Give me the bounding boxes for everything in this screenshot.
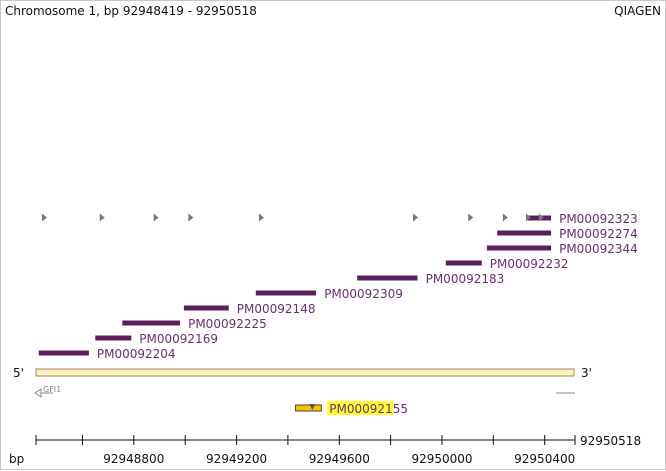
- five-prime-label: 5': [13, 366, 24, 380]
- primer-label[interactable]: PM00092309: [324, 287, 403, 301]
- primer-label[interactable]: PM00092148: [237, 302, 316, 316]
- primer-bar[interactable]: [357, 275, 418, 281]
- primer-label[interactable]: PM00092344: [559, 242, 638, 256]
- gene-annotation[interactable]: GFI1: [34, 385, 575, 398]
- axis-unit-label: bp: [9, 452, 24, 466]
- primer-bar[interactable]: [445, 260, 482, 266]
- primer-label[interactable]: PM00092323: [559, 212, 638, 226]
- primer-bar[interactable]: [255, 290, 317, 296]
- primer-label[interactable]: PM00092183: [426, 272, 505, 286]
- brand-logo-text: QIAGEN: [614, 4, 661, 18]
- marker-triangle-icon: [99, 213, 105, 222]
- primer-label[interactable]: PM00092225: [188, 317, 267, 331]
- primer-bar[interactable]: [497, 230, 552, 236]
- marker-triangle-icon: [526, 213, 532, 222]
- axis-end-label: 92950518: [580, 434, 641, 448]
- axis-tick-label: 92949200: [206, 452, 267, 466]
- marker-triangle-icon: [258, 213, 264, 222]
- gene-label: GFI1: [43, 385, 61, 394]
- highlighted-feature-label[interactable]: PM00092155: [329, 402, 408, 416]
- highlighted-feature-bar[interactable]: [295, 404, 322, 412]
- marker-triangle-icon: [413, 213, 419, 222]
- bp-axis: bp 92950518 92948800 92949200 92949600 9295…: [9, 434, 641, 466]
- primer-label[interactable]: PM00092232: [490, 257, 569, 271]
- page-title: Chromosome 1, bp 92948419 - 92950518: [5, 4, 257, 18]
- primer-track: PM00092323PM00092274PM00092344PM00092232…: [38, 212, 638, 361]
- marker-triangle-icon: [538, 213, 544, 222]
- axis-tick-label: 92950000: [411, 452, 472, 466]
- primer-label[interactable]: PM00092204: [97, 347, 176, 361]
- axis-tick-label: 92950400: [514, 452, 575, 466]
- axis-tick-label: 92949600: [309, 452, 370, 466]
- marker-triangle-icon: [41, 213, 47, 222]
- primer-bar[interactable]: [38, 350, 89, 356]
- primer-bar[interactable]: [95, 335, 132, 341]
- marker-track: [41, 213, 544, 222]
- axis-tick-label: 92948800: [103, 452, 164, 466]
- marker-triangle-icon: [502, 213, 508, 222]
- highlighted-label-background: [327, 401, 394, 415]
- marker-triangle-icon: [153, 213, 159, 222]
- marker-triangle-icon: [468, 213, 474, 222]
- marker-triangle-icon: [188, 213, 194, 222]
- primer-label[interactable]: PM00092274: [559, 227, 638, 241]
- gene-direction-arrow-icon: [34, 388, 42, 398]
- primer-label[interactable]: PM00092169: [139, 332, 218, 346]
- three-prime-label: 3': [581, 366, 592, 380]
- primer-bar[interactable]: [122, 320, 181, 326]
- primer-bar[interactable]: [486, 245, 552, 251]
- highlighted-feature-arrow-icon: [309, 404, 316, 410]
- chromosome-region-bar: [35, 368, 575, 377]
- primer-bar[interactable]: [183, 305, 229, 311]
- highlighted-feature[interactable]: PM00092155: [295, 401, 408, 416]
